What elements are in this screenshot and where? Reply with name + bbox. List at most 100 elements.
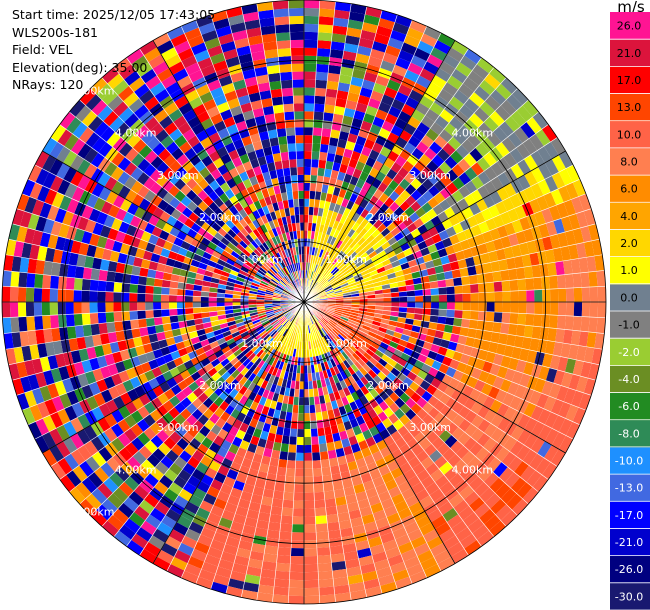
velocity-gate [323,344,330,353]
velocity-gate [284,276,290,284]
velocity-gate [394,362,404,373]
velocity-gate [337,138,348,149]
velocity-gate [354,398,364,409]
velocity-gate [275,311,283,317]
velocity-gate [568,213,581,230]
velocity-gate [326,290,335,295]
velocity-gate [390,287,399,293]
velocity-gate [42,431,57,449]
velocity-gate [286,256,292,265]
velocity-gate [197,227,208,238]
velocity-gate [42,415,57,432]
velocity-gate [430,250,441,261]
velocity-gate [128,512,146,527]
velocity-gate [283,491,294,501]
velocity-gate [490,161,504,177]
velocity-gate [144,222,156,235]
velocity-gate [197,57,213,70]
velocity-gate [84,147,99,164]
velocity-gate [386,512,401,525]
velocity-gate [471,367,483,380]
velocity-gate [221,345,231,354]
velocity-gate [267,229,275,239]
velocity-gate [453,277,463,287]
velocity-gate [111,409,124,424]
velocity-gate [468,113,484,128]
velocity-gate [393,246,404,256]
velocity-gate [262,171,272,182]
velocity-gate [442,507,459,522]
velocity-gate [474,481,490,497]
velocity-gate [201,312,210,319]
velocity-gate [153,309,162,318]
velocity-gate [467,518,485,534]
velocity-gate [200,296,209,302]
velocity-gate [239,344,249,352]
velocity-gate [341,267,349,274]
velocity-gate [211,250,222,259]
velocity-gate [217,288,226,294]
ray-gap [303,301,587,411]
velocity-gate [232,79,247,91]
velocity-gate [406,563,424,577]
velocity-gate [112,395,126,410]
velocity-gate [383,292,392,298]
velocity-gate [238,327,248,335]
velocity-gate [229,357,239,366]
velocity-gate [75,105,92,122]
velocity-gate [252,107,265,118]
velocity-gate [288,273,294,282]
velocity-gate [583,346,595,364]
velocity-gate [318,159,327,169]
velocity-gate [374,394,384,405]
velocity-gate [273,308,282,312]
velocity-gate [246,509,260,520]
velocity-gate [217,227,228,237]
velocity-gate [467,456,482,471]
velocity-gate [168,294,177,302]
velocity-gate [140,258,151,269]
velocity-gate [291,223,297,232]
velocity-gate [475,447,490,462]
velocity-gate [272,307,281,311]
velocity-gate [495,504,512,521]
velocity-gate [362,480,376,491]
velocity-gate [456,361,468,374]
velocity-gate [405,195,417,207]
velocity-gate [509,147,524,164]
velocity-gate [506,257,516,270]
velocity-gate [383,302,392,307]
velocity-gate [129,118,145,134]
velocity-gate [284,266,290,275]
velocity-gate [270,330,278,338]
velocity-gate [223,476,236,488]
range-label: 3.00km [409,169,451,182]
velocity-gate [334,248,342,257]
velocity-gate [294,271,298,280]
velocity-gate [282,395,290,404]
velocity-gate [42,155,57,173]
velocity-gate [318,257,324,266]
velocity-gate [245,234,254,243]
velocity-gate [264,345,272,354]
velocity-gate [260,280,269,286]
velocity-gate [281,232,288,242]
velocity-gate [336,504,349,514]
velocity-gate [213,471,227,484]
velocity-gate [214,245,224,255]
velocity-gate [137,293,146,302]
velocity-gate [295,262,299,271]
velocity-gate [213,120,227,133]
velocity-gate [332,480,344,491]
velocity-gate [383,333,393,341]
velocity-gate [210,581,228,594]
velocity-gate [220,109,233,121]
velocity-gate [57,179,71,196]
velocity-gate [339,233,348,242]
velocity-gate [583,378,596,396]
velocity-gate [238,269,248,277]
velocity-gate [399,403,411,415]
velocity-gate [108,204,120,218]
velocity-gate [145,242,156,253]
velocity-gate [328,64,342,75]
